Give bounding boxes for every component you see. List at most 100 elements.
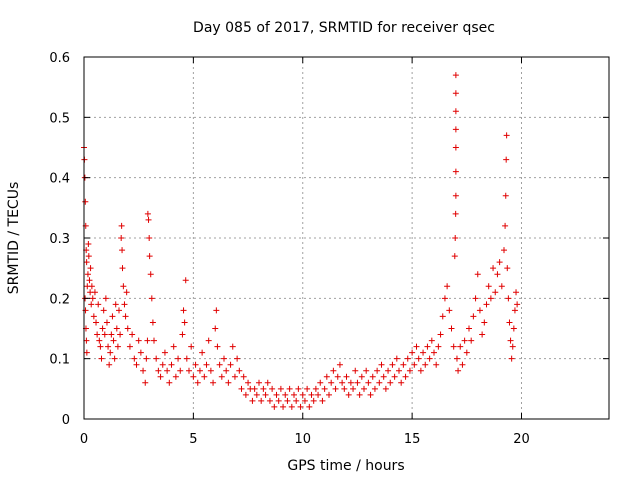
data-point [266, 397, 273, 404]
data-point [205, 337, 212, 344]
data-point [330, 367, 337, 374]
data-point [345, 391, 352, 398]
data-point [91, 289, 98, 296]
data-point [326, 391, 332, 398]
data-point [262, 391, 269, 398]
data-point [260, 385, 267, 392]
data-point [385, 367, 392, 374]
data-point [148, 295, 155, 302]
data-point [151, 337, 157, 344]
data-point [242, 391, 249, 398]
data-point [186, 367, 192, 374]
data-point [321, 385, 328, 392]
data-point [106, 361, 113, 368]
data-point [110, 337, 117, 344]
grid-lines [84, 57, 609, 419]
data-point [406, 367, 413, 374]
data-point [140, 367, 147, 374]
data-point [251, 385, 258, 392]
data-point [145, 216, 152, 223]
data-point [299, 391, 306, 398]
data-point [398, 379, 405, 386]
data-point [82, 307, 89, 314]
data-point [323, 373, 330, 380]
data-point [188, 343, 195, 350]
data-point [508, 355, 515, 362]
data-point [89, 295, 96, 302]
data-point [306, 403, 313, 410]
data-point [159, 361, 166, 368]
data-point [297, 403, 304, 410]
data-point [332, 385, 339, 392]
y-tick-label: 0.1 [49, 353, 70, 368]
x-tick-label: 20 [513, 432, 530, 447]
data-point [153, 355, 160, 362]
data-point [143, 355, 150, 362]
data-point [452, 126, 459, 133]
data-point [218, 373, 225, 380]
y-tick-label: 0.6 [49, 51, 70, 66]
data-point [101, 331, 108, 338]
data-point [439, 313, 446, 320]
data-point [502, 192, 509, 199]
data-point [450, 343, 457, 350]
data-point [435, 343, 442, 350]
data-point [391, 373, 398, 380]
data-point [86, 277, 93, 284]
data-point [137, 349, 144, 356]
data-point [133, 361, 140, 368]
data-point [108, 331, 115, 338]
data-point [452, 108, 459, 115]
x-tick-label: 0 [80, 432, 88, 447]
data-point [99, 325, 106, 332]
data-point [98, 355, 105, 362]
y-tick-label: 0.5 [49, 111, 70, 126]
data-point [371, 385, 378, 392]
data-point [190, 373, 197, 380]
data-point [123, 289, 130, 296]
y-axis-label: SRMTID / TECUs [6, 182, 22, 295]
data-point [120, 283, 127, 290]
data-point [135, 337, 142, 344]
data-point [221, 355, 227, 362]
y-tick-label: 0.2 [49, 292, 70, 307]
data-point [451, 253, 458, 260]
data-point [207, 367, 214, 374]
data-point [343, 373, 350, 380]
data-point [446, 307, 453, 314]
data-point [113, 325, 120, 332]
data-point [396, 367, 402, 374]
data-point [422, 361, 429, 368]
data-point [455, 367, 462, 374]
x-tick-label: 5 [189, 432, 197, 447]
data-point [94, 331, 101, 338]
data-point [452, 90, 459, 97]
data-point [481, 319, 488, 326]
data-point [223, 367, 230, 374]
data-point [212, 325, 219, 332]
data-point [126, 343, 133, 350]
data-point [83, 349, 90, 356]
data-point [119, 247, 126, 254]
x-tick-label: 10 [294, 432, 311, 447]
data-point [369, 373, 376, 380]
data-point [503, 132, 510, 139]
data-point [203, 361, 210, 368]
data-point [492, 289, 499, 296]
data-point [273, 391, 280, 398]
data-point [389, 361, 396, 368]
data-point [367, 391, 374, 398]
data-point [227, 361, 234, 368]
data-point [144, 337, 151, 344]
data-point [199, 349, 206, 356]
data-point [146, 253, 153, 260]
data-point [453, 355, 460, 362]
data-point [87, 265, 94, 272]
data-point [84, 271, 91, 278]
data-point [144, 210, 151, 217]
data-points [81, 72, 521, 410]
data-point [413, 343, 420, 350]
data-point [181, 319, 188, 326]
data-point [288, 403, 295, 410]
